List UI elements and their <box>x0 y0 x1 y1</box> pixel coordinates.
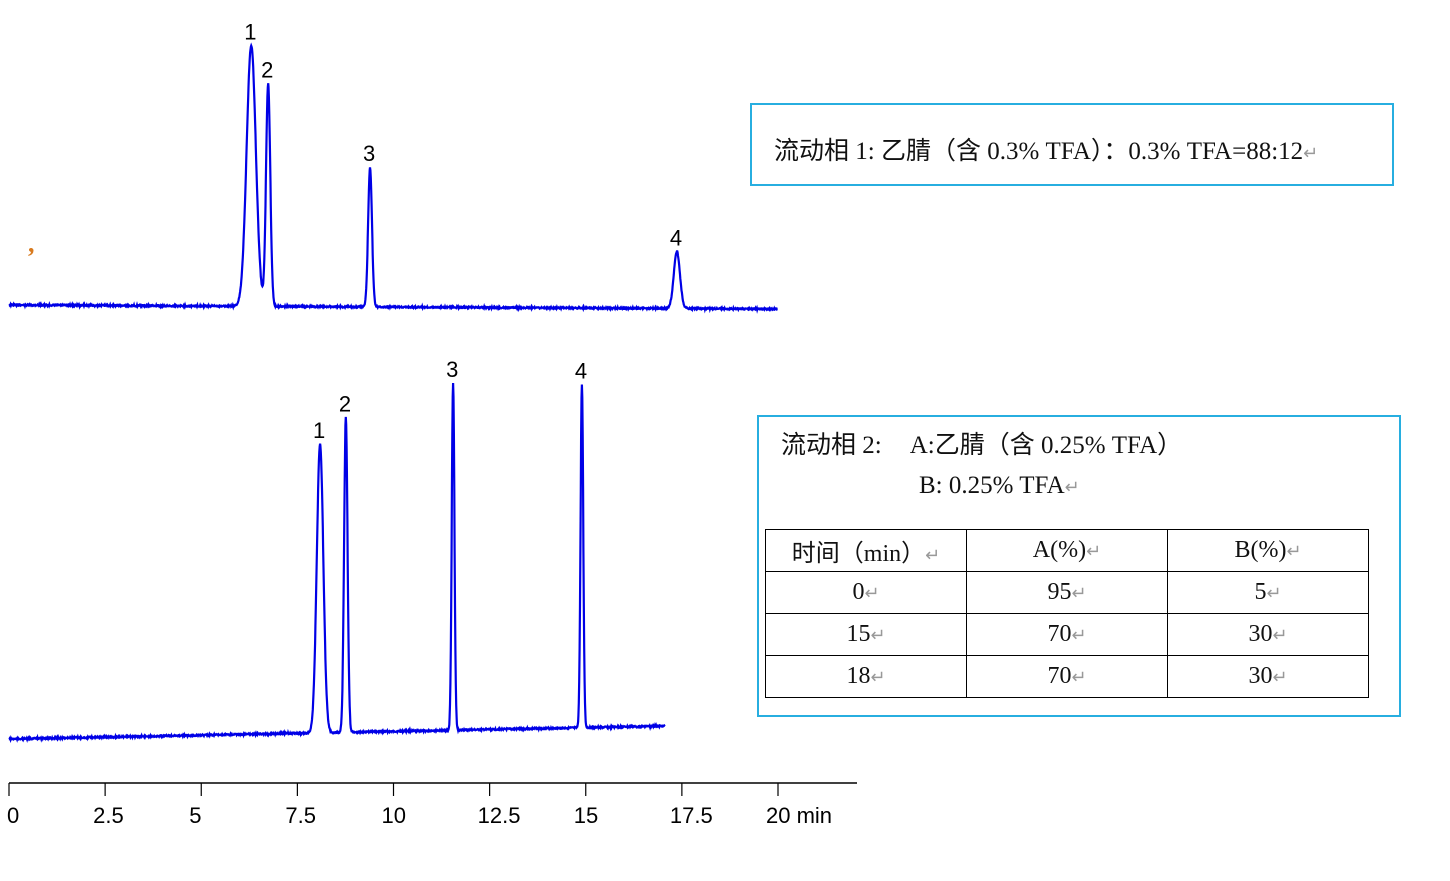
x-tick-label: 2.5 <box>93 803 124 828</box>
cell-time: 0 <box>765 571 967 614</box>
peak-label: 3 <box>446 357 458 382</box>
cell-b: 5 <box>1167 571 1369 614</box>
table-row: 15 70 30 <box>765 613 1369 656</box>
peak-label: 2 <box>339 391 351 416</box>
mobile-phase-2-label: 流动相 2: <box>781 432 882 459</box>
peak-label: 4 <box>575 359 587 384</box>
x-tick-label: 10 <box>382 803 406 828</box>
table-row: 18 70 30 <box>765 655 1369 698</box>
mobile-phase-1-box: 流动相 1: 乙腈（含 0.3% TFA）：0.3% TFA=88:12 <box>750 103 1394 186</box>
x-tick-label: 20 min <box>766 803 832 828</box>
x-tick-label: 0 <box>7 803 19 828</box>
x-tick-label: 7.5 <box>285 803 316 828</box>
table-row: 0 95 5 <box>765 571 1369 614</box>
stray-comma-mark: , <box>28 229 35 258</box>
peak-label: 1 <box>244 19 256 44</box>
chromatogram-trace-lower <box>8 382 666 744</box>
solvent-b-text: B: 0.25% TFA <box>919 472 1080 500</box>
cell-a: 70 <box>966 613 1168 656</box>
header-time: 时间（min） <box>765 529 967 572</box>
solvent-a-text: A:乙腈（含 0.25% TFA） <box>909 432 1183 459</box>
gradient-table: 时间（min） A(%) B(%) 0 95 5 15 70 30 18 70 … <box>765 529 1369 698</box>
mobile-phase-1-text: 流动相 1: 乙腈（含 0.3% TFA）：0.3% TFA=88:12 <box>774 131 1318 167</box>
peak-label: 4 <box>670 225 682 250</box>
x-tick-label: 5 <box>189 803 201 828</box>
header-b: B(%) <box>1167 529 1369 572</box>
cell-a: 95 <box>966 571 1168 614</box>
peak-label: 2 <box>261 57 273 82</box>
header-a: A(%) <box>966 529 1168 572</box>
cell-b: 30 <box>1167 655 1369 698</box>
mobile-phase-2-box: 流动相 2: A:乙腈（含 0.25% TFA） B: 0.25% TFA 时间（… <box>757 415 1401 717</box>
cell-b: 30 <box>1167 613 1369 656</box>
peak-label: 3 <box>363 141 375 166</box>
table-header-row: 时间（min） A(%) B(%) <box>765 529 1369 572</box>
cell-time: 15 <box>765 613 967 656</box>
peak-label: 1 <box>313 418 325 443</box>
cell-a: 70 <box>966 655 1168 698</box>
x-tick-label: 15 <box>574 803 598 828</box>
x-axis: 0 2.5 5 7.5 10 12.5 15 17.5 20 min <box>7 782 857 828</box>
cell-time: 18 <box>765 655 967 698</box>
chromatogram-trace-upper <box>8 42 778 314</box>
x-tick-label: 12.5 <box>478 803 521 828</box>
x-tick-label: 17.5 <box>670 803 713 828</box>
